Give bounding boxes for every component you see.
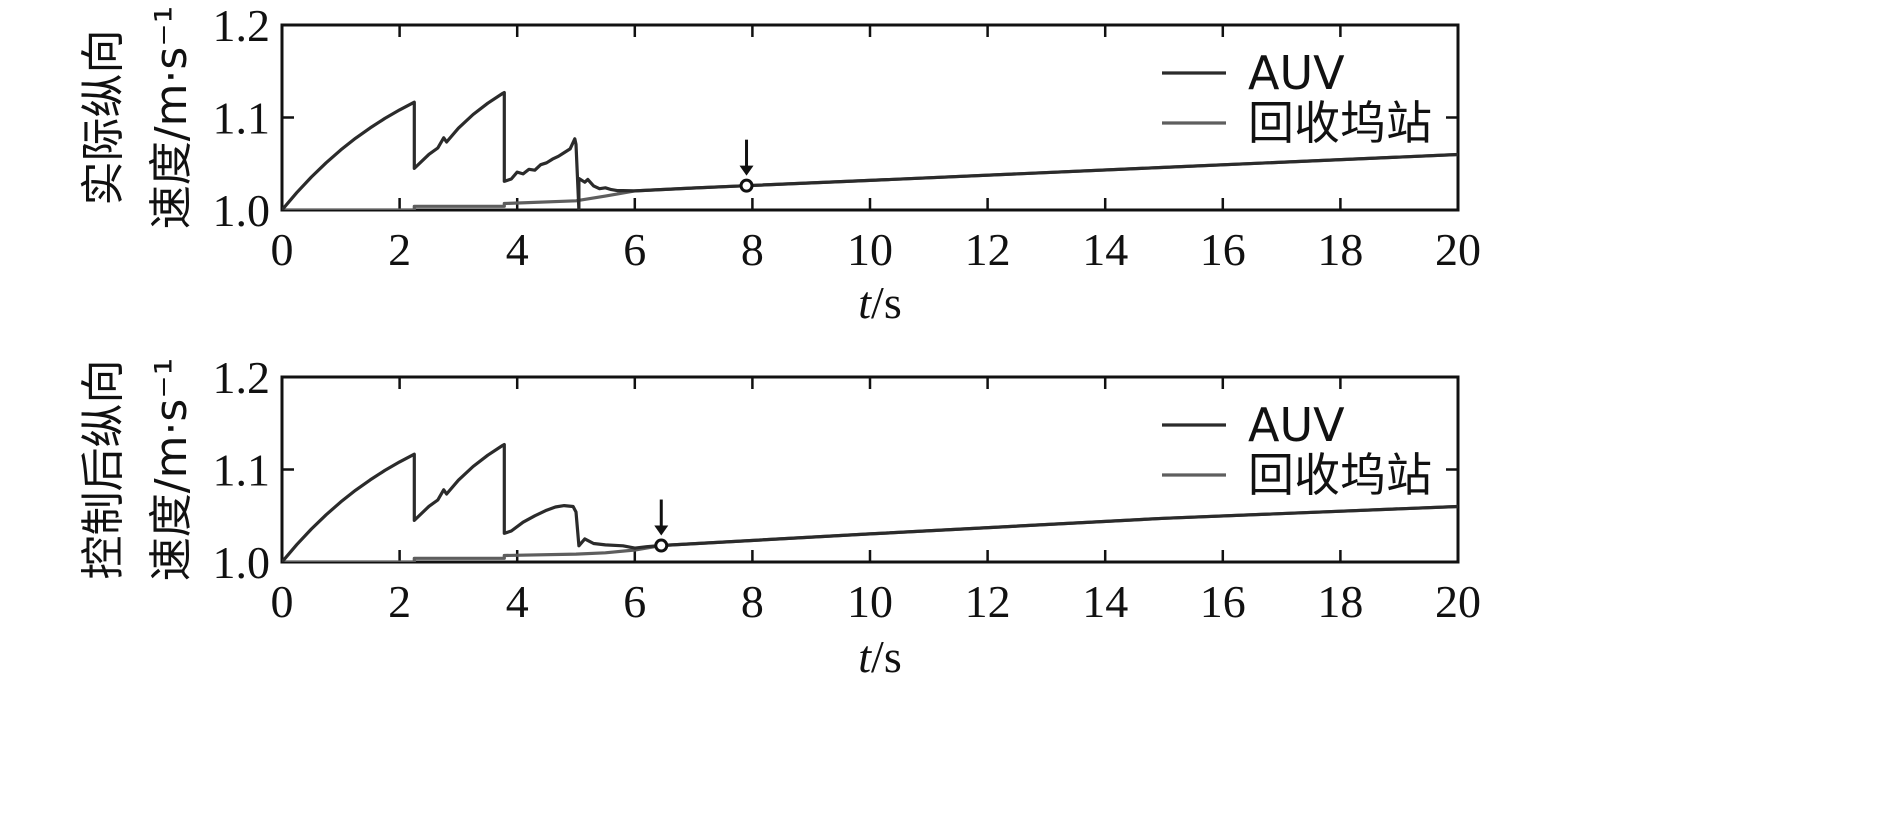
x-tick-label: 2 (388, 224, 411, 275)
x-tick-label: 14 (1082, 224, 1128, 275)
x-tick-label: 2 (388, 576, 411, 627)
x-axis-label: t/s (858, 631, 901, 682)
y-axis-label-line: 控制后纵向 (78, 360, 129, 580)
x-axis-label: t/s (858, 277, 901, 328)
series-line-auv (282, 442, 1458, 562)
arrow-head (739, 165, 754, 176)
convergence-point-marker (654, 538, 669, 553)
legend-label-auv: AUV (1248, 398, 1345, 452)
x-tick-label: 12 (965, 224, 1011, 275)
x-tick-label: 20 (1435, 576, 1481, 627)
chart-actual-speed: 0 2 4 6 8 10 12 14 16 18 20 1.0 1.1 1.2 实际纵向 速度/m·s⁻¹ t/… (78, 0, 1481, 328)
legend-label-auv: AUV (1248, 46, 1345, 100)
x-tick-label: 10 (847, 224, 893, 275)
x-tick-label: 16 (1200, 576, 1246, 627)
y-tick-label: 1.2 (213, 0, 271, 51)
x-tick-label: 6 (623, 576, 646, 627)
chart-controlled-speed: 0 2 4 6 8 10 12 14 16 18 20 1.0 1.1 1.2 控制后纵向 速度/m·s⁻¹ t… (78, 352, 1481, 682)
x-tick-label: 18 (1317, 224, 1363, 275)
x-tick-label: 14 (1082, 576, 1128, 627)
x-tick-label: 6 (623, 224, 646, 275)
x-tick-label: 16 (1200, 224, 1246, 275)
y-tick-label: 1.0 (213, 185, 271, 236)
y-tick-label: 1.1 (213, 93, 271, 144)
x-tick-label: 4 (506, 224, 529, 275)
y-axis-label-line: 实际纵向 (78, 30, 129, 206)
y-tick-label: 1.0 (213, 537, 271, 588)
y-axis-label-line: 速度/m·s⁻¹ (146, 6, 197, 229)
x-tick-label: 20 (1435, 224, 1481, 275)
x-tick-label: 8 (741, 224, 764, 275)
y-tick-label: 1.1 (213, 445, 271, 496)
x-tick-label: 0 (271, 224, 294, 275)
series-line-auv (282, 90, 1458, 210)
x-axis-label-unit: /s (871, 277, 902, 328)
x-axis-label-var: t (858, 277, 872, 328)
x-tick-label: 0 (271, 576, 294, 627)
legend-label-dock: 回收坞站 (1248, 96, 1432, 150)
arrow-head (654, 525, 669, 536)
x-tick-label: 12 (965, 576, 1011, 627)
x-tick-label: 18 (1317, 576, 1363, 627)
y-axis-label-line: 速度/m·s⁻¹ (146, 358, 197, 581)
y-tick-label: 1.2 (213, 352, 271, 403)
x-tick-label: 4 (506, 576, 529, 627)
x-tick-label: 10 (847, 576, 893, 627)
x-axis-label-unit: /s (871, 631, 902, 682)
legend-label-dock: 回收坞站 (1248, 448, 1432, 502)
x-axis-label-var: t (858, 631, 872, 682)
convergence-point-marker (739, 178, 754, 193)
x-tick-label: 8 (741, 576, 764, 627)
